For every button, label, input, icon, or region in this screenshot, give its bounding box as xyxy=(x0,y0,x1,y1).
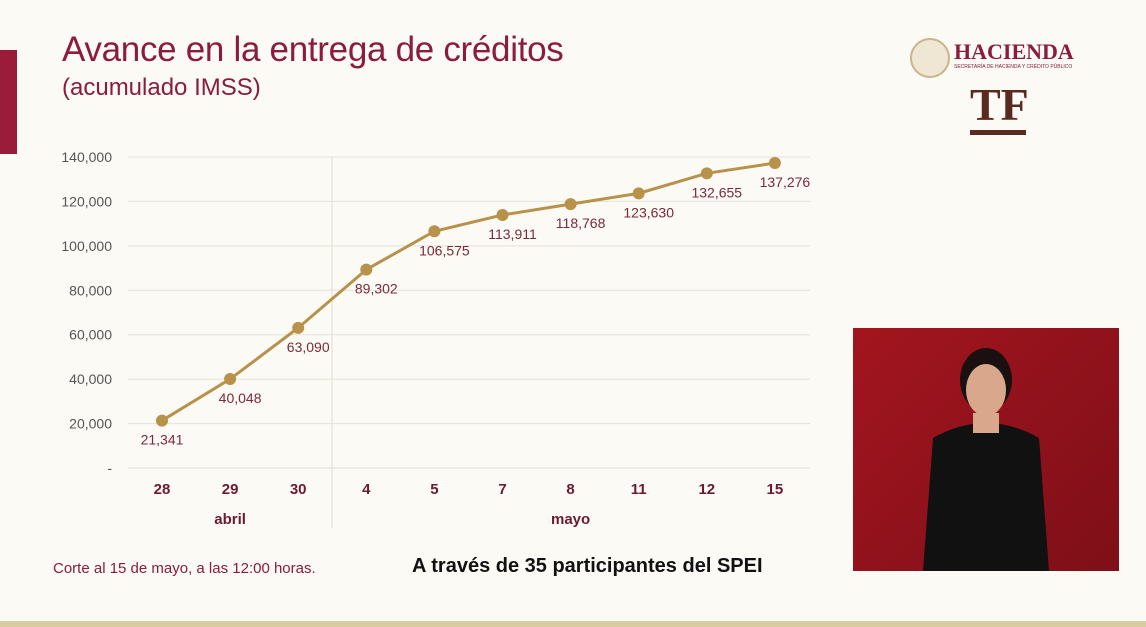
data-label: 63,090 xyxy=(287,339,330,355)
y-tick-label: - xyxy=(107,460,112,476)
data-point xyxy=(292,321,305,334)
data-point xyxy=(156,414,168,427)
cutoff-note: Corte al 15 de mayo, a las 12:00 horas. xyxy=(53,560,316,577)
seal-icon xyxy=(910,38,950,78)
data-point xyxy=(428,225,441,238)
y-tick-label: 120,000 xyxy=(61,193,112,209)
x-tick-label: 4 xyxy=(362,481,371,498)
x-tick-label: 29 xyxy=(222,481,239,498)
data-point xyxy=(632,187,645,200)
y-tick-label: 20,000 xyxy=(69,416,112,432)
hacienda-wordmark: HACIENDA xyxy=(954,39,1074,64)
spei-note: A través de 35 participantes del SPEI xyxy=(412,555,763,577)
data-label: 118,768 xyxy=(556,215,606,231)
data-point xyxy=(700,167,713,180)
hacienda-subtitle: SECRETARÍA DE HACIENDA Y CRÉDITO PÚBLICO xyxy=(954,64,1073,70)
data-label: 89,302 xyxy=(355,281,398,297)
tf-logo: TF xyxy=(970,79,1029,130)
tf-logo-base xyxy=(970,130,1026,135)
data-label: 106,575 xyxy=(419,242,470,258)
x-tick-label: 15 xyxy=(767,481,784,498)
month-label: mayo xyxy=(551,511,590,528)
data-point xyxy=(496,208,509,221)
y-tick-label: 140,000 xyxy=(61,149,112,165)
y-tick-label: 60,000 xyxy=(69,327,112,343)
x-tick-label: 7 xyxy=(498,481,506,498)
accent-bar xyxy=(0,50,17,154)
y-tick-label: 40,000 xyxy=(69,371,112,387)
data-point xyxy=(564,198,577,211)
interpreter-silhouette xyxy=(923,348,1049,571)
data-point xyxy=(768,157,781,170)
data-label: 123,630 xyxy=(623,204,674,220)
data-label: 21,341 xyxy=(141,432,184,448)
data-point xyxy=(360,263,373,276)
x-tick-label: 5 xyxy=(430,481,438,498)
interpreter-video xyxy=(853,328,1119,571)
y-tick-label: 100,000 xyxy=(61,238,112,254)
series-line xyxy=(161,161,776,422)
data-label: 113,911 xyxy=(488,226,537,242)
data-label: 137,276 xyxy=(760,174,811,190)
bottom-strip xyxy=(0,621,1146,627)
x-tick-label: 28 xyxy=(154,481,171,498)
data-label: 132,655 xyxy=(691,184,742,200)
page-subtitle: (acumulado IMSS) xyxy=(62,74,261,101)
data-label: 40,048 xyxy=(219,390,262,406)
y-tick-label: 80,000 xyxy=(69,282,112,298)
x-tick-label: 11 xyxy=(631,481,647,498)
x-tick-label: 30 xyxy=(290,481,307,498)
x-tick-label: 12 xyxy=(698,481,715,498)
month-label: abril xyxy=(214,511,246,528)
page-title: Avance en la entrega de créditos xyxy=(62,30,564,69)
data-point xyxy=(224,373,237,386)
x-tick-label: 8 xyxy=(566,481,574,498)
